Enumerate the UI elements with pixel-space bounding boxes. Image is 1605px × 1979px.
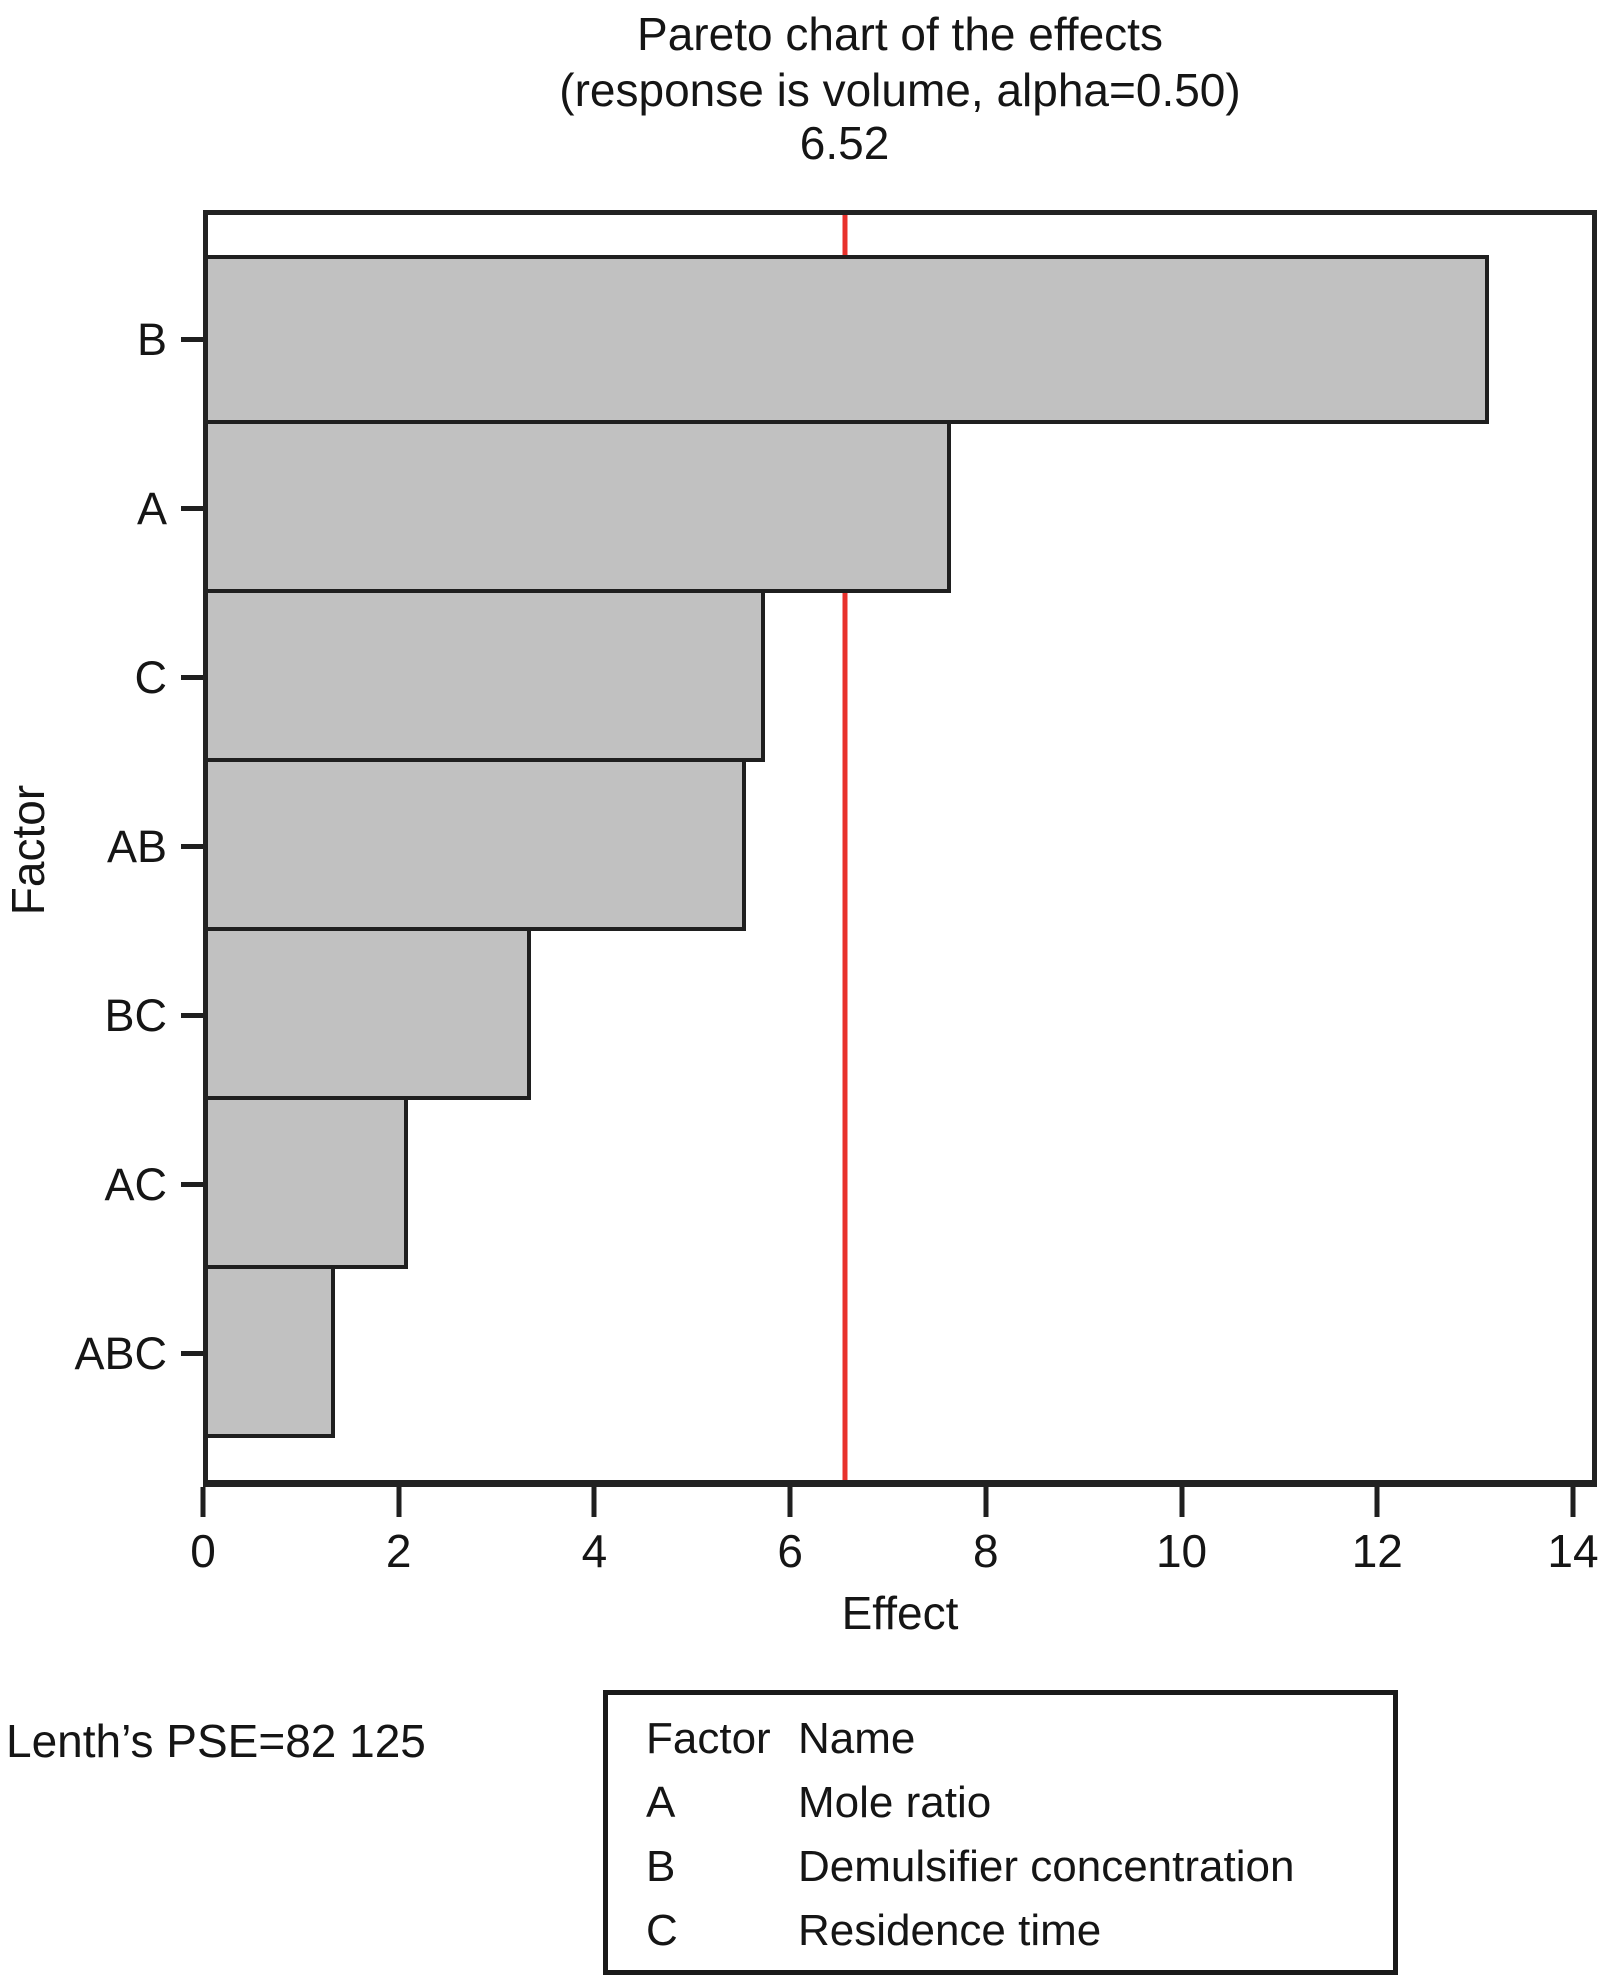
x-tick-12 <box>1374 1487 1380 1517</box>
x-tick-label-4: 4 <box>581 1525 608 1577</box>
bar-row-AC <box>208 1096 1592 1269</box>
lenths-pse-footnote: Lenth’s PSE=82 125 <box>6 1715 426 1767</box>
y-label-row-BC: BC <box>0 931 203 1100</box>
chart-title: Pareto chart of the effects (response is… <box>203 6 1597 118</box>
legend-factor-B: B <box>646 1842 676 1891</box>
x-tick-2 <box>396 1487 402 1517</box>
bar-B <box>208 255 1489 424</box>
bar-row-C <box>208 589 1592 762</box>
reference-line <box>842 215 848 1480</box>
chart-title-line2: (response is volume, alpha=0.50) <box>559 64 1241 116</box>
bar-A <box>208 420 952 593</box>
y-label-row-AC: AC <box>0 1100 203 1269</box>
x-tick-label-8: 8 <box>973 1525 999 1577</box>
x-tick-label-14: 14 <box>1547 1525 1599 1577</box>
legend-name-B: Demulsifier concentration <box>798 1842 1295 1891</box>
y-label-ABC: ABC <box>74 1327 167 1379</box>
x-tick-14 <box>1570 1487 1576 1517</box>
bar-row-ABC <box>208 1265 1592 1438</box>
x-axis-tick-labels: 0 2 4 6 8 10 12 14 <box>190 1524 1598 1577</box>
y-label-C: C <box>134 651 168 703</box>
x-tick-label-12: 12 <box>1351 1525 1403 1577</box>
x-tick-label-10: 10 <box>1155 1525 1208 1577</box>
x-tick-6 <box>787 1487 793 1517</box>
bar-AC <box>208 1096 409 1269</box>
y-tick-B <box>181 337 203 342</box>
bar-row-BC <box>208 927 1592 1100</box>
y-label-row-B: B <box>0 255 203 424</box>
bar-BC <box>208 927 531 1100</box>
y-label-row-A: A <box>0 424 203 593</box>
y-label-row-ABC: ABC <box>0 1269 203 1438</box>
bar-row-AB <box>208 758 1592 931</box>
x-tick-0 <box>200 1487 206 1517</box>
x-tick-8 <box>983 1487 989 1517</box>
y-label-row-C: C <box>0 593 203 762</box>
x-tick-4 <box>591 1487 597 1517</box>
x-axis-title: Effect <box>841 1587 959 1639</box>
y-tick-BC <box>181 1013 203 1018</box>
y-tick-ABC <box>181 1351 203 1356</box>
y-label-B: B <box>136 313 167 365</box>
y-tick-AB <box>181 844 203 849</box>
y-tick-C <box>181 675 203 680</box>
legend-row-B: B Demulsifier concentration <box>646 1835 1393 1899</box>
factor-legend-box: Factor Name A Mole ratio B Demulsifier concen… <box>603 1690 1398 1975</box>
legend-name-C: Residence time <box>798 1906 1102 1955</box>
x-tick-label-0: 0 <box>190 1525 216 1577</box>
bar-row-A <box>208 420 1592 593</box>
chart-title-line1: Pareto chart of the effects <box>637 8 1163 60</box>
x-tick-label-6: 6 <box>777 1525 803 1577</box>
x-tick-label-2: 2 <box>385 1525 412 1577</box>
y-label-row-AB: AB <box>0 762 203 931</box>
y-label-AC: AC <box>104 1158 167 1210</box>
legend-factor-header: Factor <box>646 1714 771 1763</box>
y-label-BC: BC <box>104 989 167 1041</box>
reference-label-track: 6.52 <box>208 116 1590 169</box>
plot-area <box>203 210 1597 1487</box>
legend-row-C: C Residence time <box>646 1899 1393 1963</box>
x-tick-10 <box>1179 1487 1185 1517</box>
bar-row-B <box>208 255 1592 424</box>
y-tick-A <box>181 506 203 511</box>
legend-name-A: Mole ratio <box>798 1778 992 1827</box>
y-axis-title: Factor <box>2 784 54 916</box>
bars-container <box>208 255 1592 1438</box>
y-tick-AC <box>181 1182 203 1187</box>
legend-name-header: Name <box>798 1714 916 1763</box>
bar-ABC <box>208 1265 336 1438</box>
y-label-A: A <box>136 482 167 534</box>
legend-factor-A: A <box>646 1778 676 1827</box>
y-label-AB: AB <box>106 820 167 872</box>
bar-C <box>208 589 766 762</box>
x-axis-ticks <box>200 1487 1576 1517</box>
y-axis-labels: B A C AB BC AC ABC <box>0 255 203 1438</box>
legend-row-header: Factor Name <box>646 1707 1393 1771</box>
bar-AB <box>208 758 746 931</box>
legend-row-A: A Mole ratio <box>646 1771 1393 1835</box>
legend-factor-C: C <box>646 1906 678 1955</box>
reference-line-value-label: 6.52 <box>799 117 890 169</box>
